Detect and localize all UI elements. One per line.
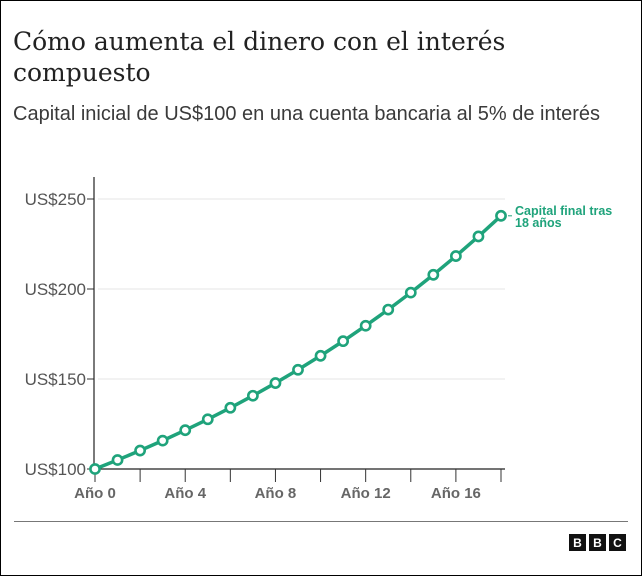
- data-point: [269, 377, 282, 389]
- x-tick-label: Año 16: [431, 485, 481, 502]
- bbc-logo: B B C: [569, 534, 626, 551]
- data-point: [382, 303, 395, 316]
- data-point: [359, 319, 372, 332]
- annotation-label: Capital final tras: [515, 204, 612, 218]
- chart-subtitle: Capital inicial de US$100 en una cuenta …: [13, 103, 601, 125]
- data-point: [472, 230, 485, 243]
- data-point: [89, 463, 101, 475]
- data-point: [179, 424, 192, 437]
- bbc-logo-letter: B: [569, 534, 586, 551]
- series-line: [94, 214, 503, 471]
- x-tick-label: Año 4: [164, 485, 206, 502]
- y-tick-label: US$200: [25, 280, 86, 299]
- data-point: [246, 389, 259, 402]
- data-point: [111, 454, 124, 466]
- data-point: [314, 349, 327, 362]
- data-point: [404, 286, 417, 299]
- data-point: [201, 413, 214, 426]
- bbc-logo-letter: B: [589, 534, 606, 551]
- y-tick-label: US$100: [25, 460, 86, 479]
- data-point: [292, 363, 304, 376]
- data-point: [427, 268, 440, 281]
- bbc-logo-letter: C: [609, 534, 626, 551]
- data-point: [495, 209, 507, 222]
- x-tick-label: Año 12: [341, 485, 391, 502]
- data-point: [134, 444, 147, 457]
- data-point: [224, 401, 237, 414]
- y-tick-label: US$250: [25, 190, 86, 209]
- y-tick-label: US$150: [25, 370, 86, 389]
- x-tick-label: Año 8: [255, 485, 297, 502]
- data-point: [156, 434, 169, 447]
- data-point: [337, 335, 350, 348]
- x-tick-label: Año 0: [74, 485, 116, 502]
- chart-title: Cómo aumenta el dinero con el interés co…: [13, 27, 506, 87]
- annotation-label: 18 años: [515, 216, 562, 230]
- data-point: [449, 250, 462, 262]
- footer-divider: [14, 521, 628, 522]
